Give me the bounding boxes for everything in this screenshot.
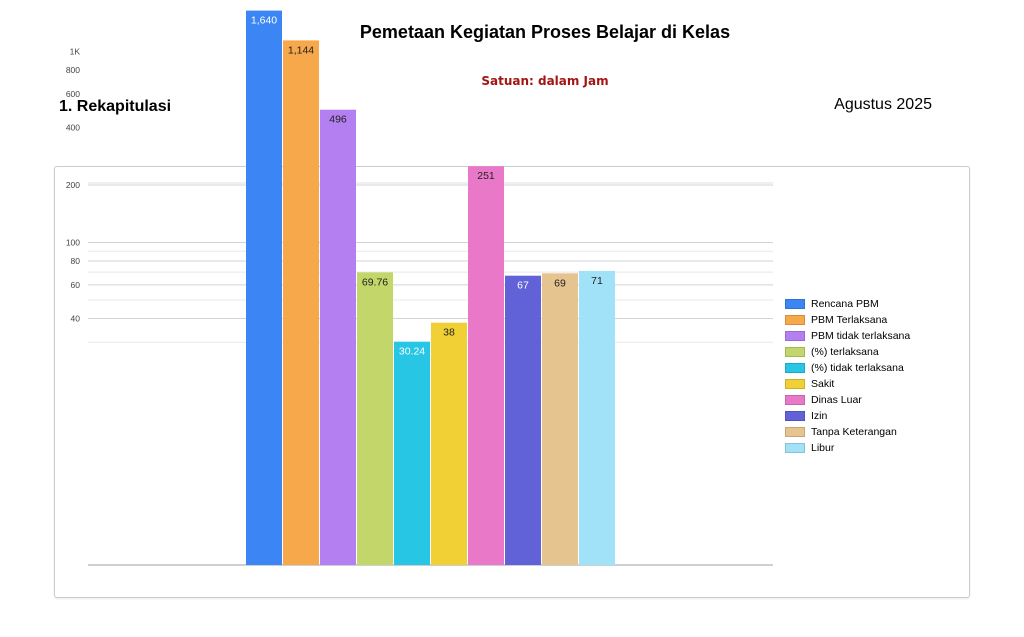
- legend-swatch: [785, 331, 805, 341]
- data-label: 69.76: [362, 276, 388, 288]
- data-label: 496: [329, 114, 347, 126]
- legend-item: Dinas Luar: [785, 392, 910, 408]
- y-tick-label: 80: [71, 256, 81, 266]
- chart-legend: Rencana PBM PBM Terlaksana PBM tidak terla…: [785, 296, 910, 456]
- data-label: 38: [443, 327, 455, 339]
- bar-4: [394, 341, 430, 565]
- legend-label: (%) terlaksana: [811, 346, 879, 358]
- legend-swatch: [785, 299, 805, 309]
- legend-item: Rencana PBM: [785, 296, 910, 312]
- bar-6: [468, 166, 504, 565]
- legend-item: PBM Terlaksana: [785, 312, 910, 328]
- bar-0: [246, 10, 282, 566]
- legend-swatch: [785, 347, 805, 357]
- legend-label: Sakit: [811, 378, 835, 390]
- gridlines: [88, 182, 773, 566]
- legend-swatch: [785, 395, 805, 405]
- legend-item: Izin: [785, 408, 910, 424]
- y-tick-label: 1K: [70, 47, 81, 57]
- legend-swatch: [785, 379, 805, 389]
- data-label: 71: [591, 275, 603, 287]
- bars: [246, 10, 615, 566]
- data-label: 30.24: [399, 346, 425, 358]
- legend-item: Sakit: [785, 376, 910, 392]
- data-labels: 1,640 1,144 496 69.76 30.24 38 251 67 69 71: [251, 15, 603, 358]
- legend-swatch: [785, 443, 805, 453]
- legend-label: (%) tidak terlaksana: [811, 362, 904, 374]
- legend-label: Rencana PBM: [811, 298, 879, 310]
- legend-label: Libur: [811, 442, 835, 454]
- legend-item: PBM tidak terlaksana: [785, 328, 910, 344]
- legend-item: (%) tidak terlaksana: [785, 360, 910, 376]
- y-tick-label: 40: [71, 314, 81, 324]
- legend-label: Tanpa Keterangan: [811, 426, 897, 438]
- y-tick-label: 800: [66, 65, 80, 75]
- y-tick-label: 400: [66, 123, 80, 133]
- legend-swatch: [785, 363, 805, 373]
- y-tick-label: 60: [71, 280, 81, 290]
- bar-1: [283, 40, 319, 565]
- page-title: Pemetaan Kegiatan Proses Belajar di Kela…: [359, 22, 731, 42]
- data-label: 1,144: [288, 44, 314, 56]
- y-tick-label: 600: [66, 89, 80, 99]
- bar-3: [357, 272, 393, 565]
- legend-item: Tanpa Keterangan: [785, 424, 910, 440]
- bar-2: [320, 109, 356, 565]
- legend-label: PBM tidak terlaksana: [811, 330, 911, 342]
- legend-swatch: [785, 411, 805, 421]
- y-tick-label: 100: [66, 238, 80, 248]
- data-label: 67: [517, 280, 529, 292]
- legend-swatch: [785, 315, 805, 325]
- legend-label: Izin: [811, 410, 828, 422]
- bar-8: [542, 273, 578, 565]
- bar-5: [431, 322, 467, 565]
- legend-label: Dinas Luar: [811, 394, 862, 406]
- period-label: Agustus 2025: [834, 96, 932, 113]
- data-label: 251: [477, 170, 495, 182]
- y-axis-ticks: 40 60 80 100 200 400 600 800 1K: [66, 47, 81, 324]
- legend-swatch: [785, 427, 805, 437]
- bar-9: [579, 270, 615, 565]
- section-heading: 1. Rekapitulasi: [59, 98, 172, 115]
- bar-7: [505, 275, 541, 565]
- legend-label: PBM Terlaksana: [811, 314, 888, 326]
- data-label: 1,640: [251, 15, 277, 27]
- data-label: 69: [554, 277, 566, 289]
- legend-item: Libur: [785, 440, 910, 456]
- unit-subtitle: Satuan: dalam Jam: [481, 74, 609, 88]
- y-tick-label: 200: [66, 180, 80, 190]
- legend-item: (%) terlaksana: [785, 344, 910, 360]
